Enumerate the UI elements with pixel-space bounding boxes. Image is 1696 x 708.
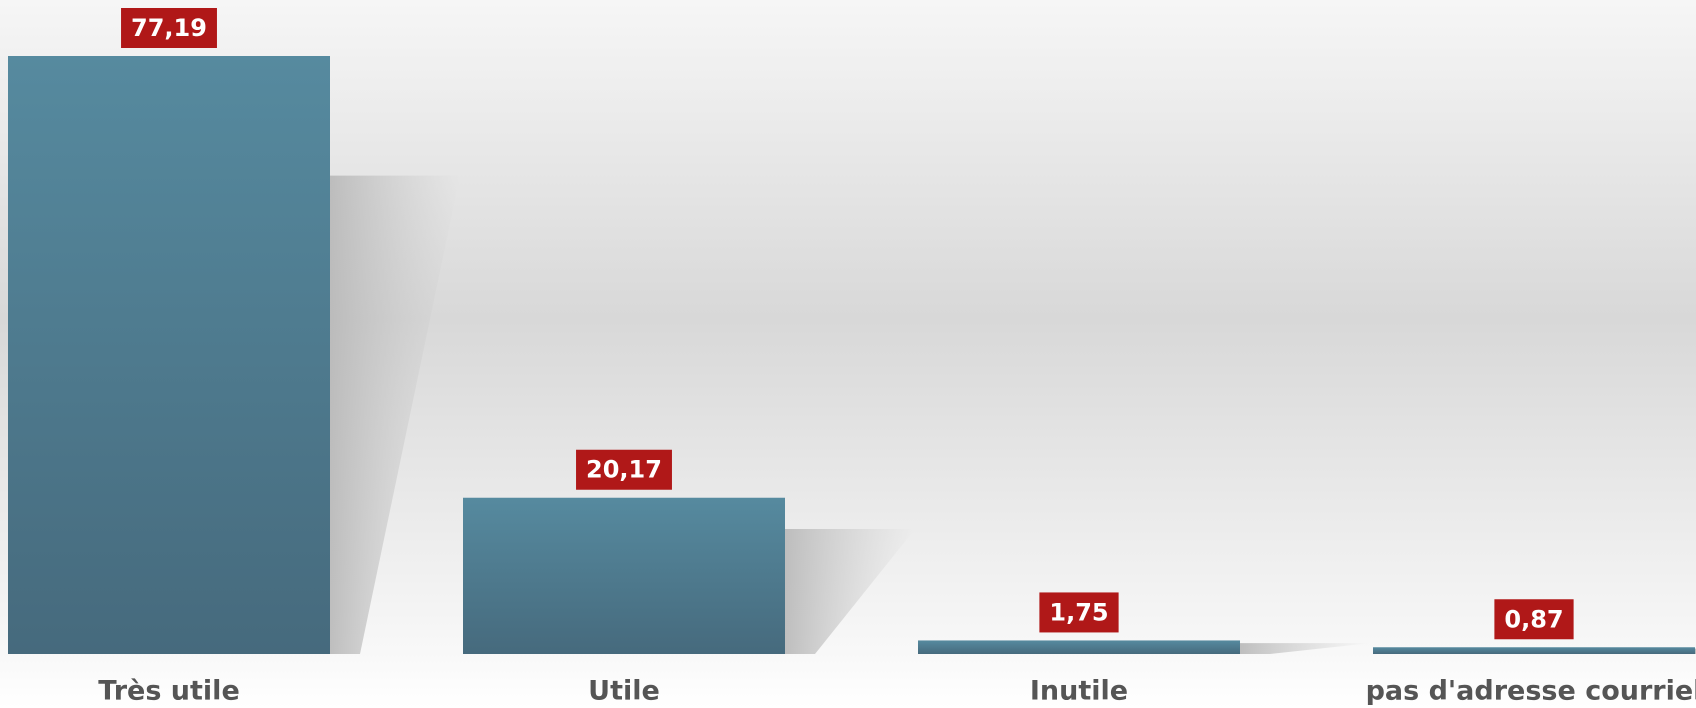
bar	[463, 497, 785, 654]
x-tick-label: Utile	[588, 676, 660, 707]
x-tick-label: Très utile	[98, 676, 240, 707]
value-label: 20,17	[586, 456, 662, 484]
value-label-box	[121, 8, 217, 48]
value-label-box	[576, 449, 672, 490]
bar	[918, 640, 1240, 654]
bar-shadow	[785, 528, 915, 654]
value-label: 1,75	[1049, 598, 1108, 626]
bar	[1373, 647, 1695, 654]
value-label-box	[1494, 599, 1574, 640]
value-label-box	[1039, 592, 1119, 633]
value-label: 77,19	[131, 14, 207, 42]
bar	[8, 56, 330, 654]
x-tick-label: pas d'adresse courriel	[1366, 676, 1696, 707]
bar-shadow	[330, 175, 460, 654]
value-label: 0,87	[1504, 605, 1563, 633]
x-tick-label: Inutile	[1030, 676, 1128, 707]
bar-shadow	[1240, 643, 1370, 654]
